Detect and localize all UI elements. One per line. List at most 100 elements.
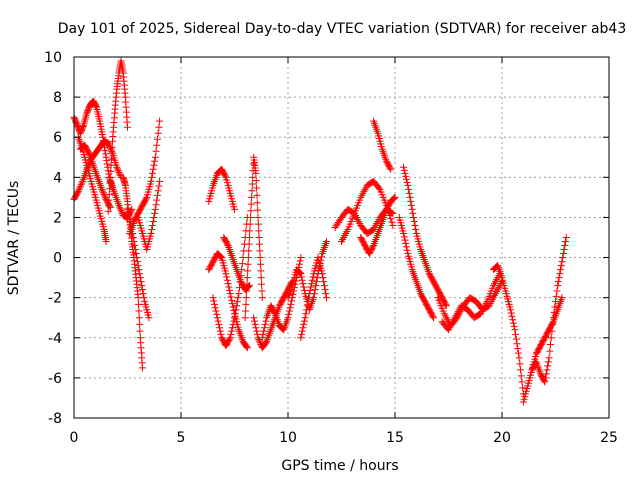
data-point bbox=[506, 303, 514, 311]
data-point bbox=[556, 270, 564, 278]
series-arc-11 bbox=[205, 165, 238, 213]
data-point bbox=[123, 118, 131, 126]
data-point bbox=[76, 182, 84, 190]
data-point bbox=[287, 300, 295, 308]
data-point bbox=[517, 366, 525, 374]
data-point bbox=[542, 374, 550, 382]
data-point bbox=[95, 207, 103, 215]
data-point bbox=[322, 240, 330, 248]
data-point bbox=[223, 239, 231, 247]
data-point bbox=[510, 322, 518, 330]
data-point bbox=[208, 260, 216, 268]
data-point bbox=[132, 250, 140, 258]
data-point bbox=[407, 263, 415, 271]
data-point bbox=[148, 225, 156, 233]
data-point bbox=[402, 243, 410, 251]
data-point bbox=[116, 170, 124, 178]
data-point bbox=[214, 317, 222, 325]
data-point bbox=[156, 177, 164, 185]
data-point bbox=[411, 221, 419, 229]
data-point bbox=[318, 267, 326, 275]
data-point bbox=[138, 359, 146, 367]
data-point bbox=[491, 292, 499, 300]
data-point bbox=[140, 294, 148, 302]
series-arc-25 bbox=[395, 213, 438, 322]
data-point bbox=[482, 300, 490, 308]
series-arc-21 bbox=[338, 177, 397, 246]
data-layer bbox=[70, 57, 570, 406]
data-point bbox=[146, 232, 154, 240]
data-point bbox=[450, 316, 458, 324]
data-point bbox=[502, 287, 510, 295]
data-point bbox=[399, 227, 407, 235]
data-point bbox=[245, 234, 253, 241]
data-point bbox=[156, 117, 164, 125]
data-point bbox=[151, 153, 159, 161]
data-point bbox=[138, 282, 146, 290]
data-point bbox=[545, 354, 553, 362]
data-point bbox=[133, 258, 141, 266]
data-point bbox=[559, 250, 567, 258]
data-point bbox=[255, 240, 263, 248]
data-point bbox=[258, 287, 266, 295]
series-arc-27 bbox=[438, 270, 504, 334]
data-point bbox=[136, 327, 144, 335]
data-point bbox=[227, 330, 235, 338]
data-point bbox=[216, 167, 224, 175]
series-arc-24 bbox=[400, 163, 450, 310]
data-point bbox=[532, 352, 540, 360]
data-point bbox=[560, 246, 568, 254]
data-point bbox=[546, 347, 554, 355]
data-point bbox=[102, 153, 110, 161]
data-point bbox=[131, 246, 139, 254]
grid-layer bbox=[74, 57, 609, 418]
data-point bbox=[547, 334, 555, 342]
data-point bbox=[322, 290, 330, 298]
data-point bbox=[247, 200, 255, 208]
y-tick-label: 2 bbox=[53, 210, 62, 226]
data-point bbox=[297, 254, 305, 262]
x-axis-label: GPS time / hours bbox=[281, 458, 398, 474]
data-point bbox=[255, 227, 263, 235]
data-point bbox=[382, 155, 390, 163]
y-axis-label: SDTVAR / TECUs bbox=[6, 181, 22, 296]
data-point bbox=[373, 127, 381, 135]
chart-title: Day 101 of 2025, Sidereal Day-to-day VTE… bbox=[58, 21, 627, 37]
data-point bbox=[410, 217, 418, 225]
data-point bbox=[227, 293, 235, 301]
y-tick-label: 6 bbox=[53, 130, 62, 146]
data-point bbox=[221, 267, 229, 275]
series-arc-9 bbox=[126, 117, 164, 237]
data-point bbox=[107, 155, 115, 163]
data-point bbox=[303, 302, 311, 310]
data-point bbox=[151, 157, 159, 165]
data-point bbox=[403, 178, 411, 186]
data-point bbox=[554, 278, 562, 286]
data-point bbox=[387, 215, 395, 223]
data-point bbox=[536, 368, 544, 376]
data-point bbox=[296, 269, 304, 277]
data-point bbox=[79, 124, 87, 132]
data-point bbox=[542, 370, 550, 378]
data-point bbox=[408, 205, 416, 213]
data-point bbox=[132, 270, 140, 278]
data-point bbox=[228, 300, 236, 308]
data-point bbox=[407, 197, 415, 205]
data-point bbox=[137, 278, 145, 286]
data-point bbox=[125, 212, 133, 220]
y-tick-label: -4 bbox=[48, 331, 62, 347]
data-point bbox=[295, 268, 303, 276]
data-point bbox=[266, 328, 274, 336]
y-tick-label: 0 bbox=[53, 251, 62, 267]
data-point bbox=[377, 219, 385, 227]
data-point bbox=[512, 330, 520, 338]
data-point bbox=[429, 312, 437, 320]
data-point bbox=[95, 115, 103, 123]
data-point bbox=[149, 217, 157, 225]
x-tick-label: 15 bbox=[386, 430, 404, 446]
data-point bbox=[254, 213, 262, 221]
data-point bbox=[405, 185, 413, 193]
data-point bbox=[303, 306, 311, 314]
data-point bbox=[210, 297, 218, 305]
series-arc-14 bbox=[220, 234, 253, 294]
